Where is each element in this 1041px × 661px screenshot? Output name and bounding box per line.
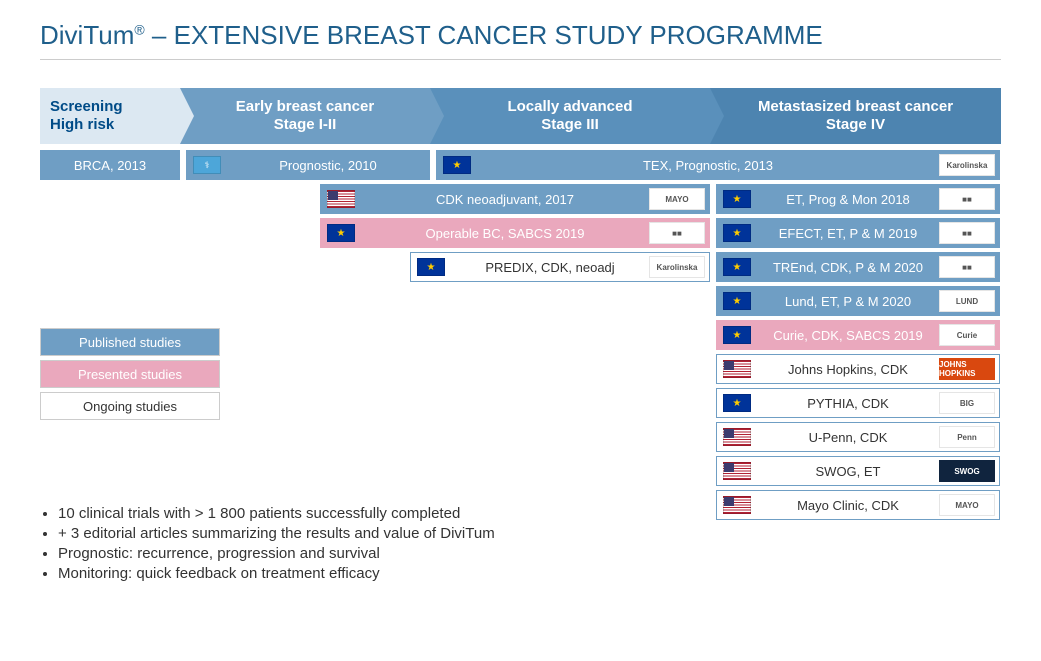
legend-published: Published studies — [40, 328, 220, 356]
study-label: Curie, CDK, SABCS 2019 — [757, 328, 939, 343]
study-label: TEX, Prognostic, 2013 — [477, 158, 939, 173]
eu-flag-icon: ★ — [723, 258, 751, 276]
study-efect: ★ EFECT, ET, P & M 2019 ■■ — [716, 218, 1000, 248]
study-logo: ■■ — [649, 222, 705, 244]
us-flag-icon — [723, 462, 751, 480]
title-divider — [40, 59, 1001, 60]
study-logo: MAYO — [649, 188, 705, 210]
legend-label: Ongoing studies — [83, 399, 177, 414]
study-operable: ★ Operable BC, SABCS 2019 ■■ — [320, 218, 710, 248]
bullet-item: Monitoring: quick feedback on treatment … — [58, 565, 495, 582]
study-logo: BIG — [939, 392, 995, 414]
study-logo: ■■ — [939, 256, 995, 278]
stage-label: Early breast cancer — [236, 98, 374, 116]
eu-flag-icon: ★ — [327, 224, 355, 242]
stage-metastasized: Metastasized breast cancer Stage IV — [710, 88, 1001, 144]
eu-flag-icon: ★ — [723, 224, 751, 242]
grid-row: ★ Operable BC, SABCS 2019 ■■ ★ EFECT, ET… — [40, 218, 1000, 248]
eu-flag-icon: ★ — [723, 292, 751, 310]
eu-flag-icon: ★ — [723, 190, 751, 208]
study-et-2018: ★ ET, Prog & Mon 2018 ■■ — [716, 184, 1000, 214]
study-lund: ★ Lund, ET, P & M 2020 LUND — [716, 286, 1000, 316]
grid-row: ★ PREDIX, CDK, neoadj Karolinska ★ TREnd… — [40, 252, 1000, 282]
study-label: U-Penn, CDK — [757, 430, 939, 445]
studies-grid: BRCA, 2013 ⚕ Prognostic, 2010 ★ TEX, Pro… — [40, 150, 1000, 520]
study-label: PYTHIA, CDK — [757, 396, 939, 411]
study-logo: Curie — [939, 324, 995, 346]
study-logo: ■■ — [939, 188, 995, 210]
study-curie: ★ Curie, CDK, SABCS 2019 Curie — [716, 320, 1000, 350]
grid-row: U-Penn, CDK Penn — [40, 422, 1000, 452]
bullet-item: Prognostic: recurrence, progression and … — [58, 545, 495, 562]
stage-early: Early breast cancer Stage I-II — [180, 88, 430, 144]
grid-row: SWOG, ET SWOG — [40, 456, 1000, 486]
study-predix: ★ PREDIX, CDK, neoadj Karolinska — [410, 252, 710, 282]
study-cdk-neoadjuvant: CDK neoadjuvant, 2017 MAYO — [320, 184, 710, 214]
eu-flag-icon: ★ — [723, 326, 751, 344]
title-reg: ® — [134, 21, 144, 37]
title-post: – EXTENSIVE BREAST CANCER STUDY PROGRAMM… — [145, 20, 823, 50]
study-prognostic: ⚕ Prognostic, 2010 — [186, 150, 430, 180]
grid-row: ★ Lund, ET, P & M 2020 LUND — [40, 286, 1000, 316]
study-label: Operable BC, SABCS 2019 — [361, 226, 649, 241]
study-label: ET, Prog & Mon 2018 — [757, 192, 939, 207]
stage-screening: Screening High risk — [40, 88, 180, 144]
study-logo: SWOG — [939, 460, 995, 482]
bullet-item: + 3 editorial articles summarizing the r… — [58, 525, 495, 542]
eu-flag-icon: ★ — [417, 258, 445, 276]
who-icon: ⚕ — [193, 156, 221, 174]
study-logo: Karolinska — [649, 256, 705, 278]
us-flag-icon — [723, 360, 751, 378]
eu-flag-icon: ★ — [443, 156, 471, 174]
legend: Published studies Presented studies Ongo… — [40, 328, 220, 424]
title-pre: DiviTum — [40, 20, 134, 50]
study-label: SWOG, ET — [757, 464, 939, 479]
stage-sublabel: Stage IV — [826, 116, 885, 134]
page-title: DiviTum® – EXTENSIVE BREAST CANCER STUDY… — [40, 20, 1001, 51]
study-logo: JOHNS HOPKINS — [939, 358, 995, 380]
study-logo: MAYO — [939, 494, 995, 516]
stage-label: Metastasized breast cancer — [758, 98, 953, 116]
study-logo: LUND — [939, 290, 995, 312]
study-label: BRCA, 2013 — [41, 158, 179, 173]
legend-presented: Presented studies — [40, 360, 220, 388]
study-label: Prognostic, 2010 — [227, 158, 429, 173]
stage-label: Locally advanced — [507, 98, 632, 116]
us-flag-icon — [723, 428, 751, 446]
study-label: PREDIX, CDK, neoadj — [451, 260, 649, 275]
study-tex: ★ TEX, Prognostic, 2013 Karolinska — [436, 150, 1000, 180]
study-pythia: ★ PYTHIA, CDK BIG — [716, 388, 1000, 418]
study-label: EFECT, ET, P & M 2019 — [757, 226, 939, 241]
stage-sublabel: High risk — [50, 116, 114, 134]
stage-header-row: Screening High risk Early breast cancer … — [40, 88, 1001, 144]
study-label: CDK neoadjuvant, 2017 — [361, 192, 649, 207]
summary-bullets: 10 clinical trials with > 1 800 patients… — [40, 505, 495, 585]
study-label: Mayo Clinic, CDK — [757, 498, 939, 513]
grid-row: BRCA, 2013 ⚕ Prognostic, 2010 ★ TEX, Pro… — [40, 150, 1000, 180]
study-label: TREnd, CDK, P & M 2020 — [757, 260, 939, 275]
study-johns-hopkins: Johns Hopkins, CDK JOHNS HOPKINS — [716, 354, 1000, 384]
study-logo: Penn — [939, 426, 995, 448]
study-logo: Karolinska — [939, 154, 995, 176]
study-label: Lund, ET, P & M 2020 — [757, 294, 939, 309]
stage-sublabel: Stage I-II — [274, 116, 337, 134]
eu-flag-icon: ★ — [723, 394, 751, 412]
stage-label: Screening — [50, 98, 123, 116]
stage-sublabel: Stage III — [541, 116, 599, 134]
legend-ongoing: Ongoing studies — [40, 392, 220, 420]
legend-label: Published studies — [79, 335, 181, 350]
grid-row: CDK neoadjuvant, 2017 MAYO ★ ET, Prog & … — [40, 184, 1000, 214]
study-mayo: Mayo Clinic, CDK MAYO — [716, 490, 1000, 520]
legend-label: Presented studies — [78, 367, 182, 382]
stage-local: Locally advanced Stage III — [430, 88, 710, 144]
study-trend: ★ TREnd, CDK, P & M 2020 ■■ — [716, 252, 1000, 282]
study-upenn: U-Penn, CDK Penn — [716, 422, 1000, 452]
us-flag-icon — [723, 496, 751, 514]
study-label: Johns Hopkins, CDK — [757, 362, 939, 377]
study-brca: BRCA, 2013 — [40, 150, 180, 180]
us-flag-icon — [327, 190, 355, 208]
study-logo: ■■ — [939, 222, 995, 244]
bullet-item: 10 clinical trials with > 1 800 patients… — [58, 505, 495, 522]
study-swog: SWOG, ET SWOG — [716, 456, 1000, 486]
